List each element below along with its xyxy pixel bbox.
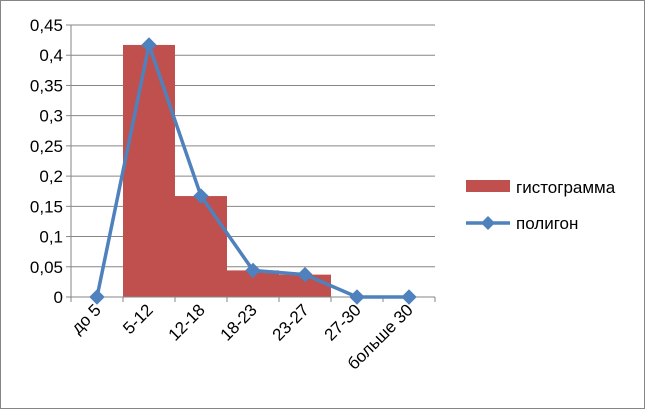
y-tick-label-0-1: 0,1 [39, 228, 63, 247]
legend-swatch-histogram [466, 180, 510, 192]
y-tick-label-0-2: 0,2 [39, 167, 63, 186]
legend: гистограмма полигон [466, 178, 616, 233]
polygon-point-5-12 [141, 37, 157, 53]
polygon-point-18-23 [245, 262, 261, 279]
polygon-point-больше-30 [401, 289, 417, 305]
y-tick-label-0-05: 0,05 [30, 258, 63, 277]
y-tick-labels: 0 0,05 0,1 0,15 0,2 0,25 0,3 0,35 0,4 0,45 [30, 16, 63, 307]
y-tick-label-0-25: 0,25 [30, 137, 63, 156]
legend-label-polygon: полигон [516, 214, 578, 233]
legend-label-histogram: гистограмма [516, 178, 616, 197]
y-tick-label-0-4: 0,4 [39, 46, 63, 65]
y-tick-label-0: 0 [54, 288, 63, 307]
x-tick-label-12-18: 12-18 [165, 300, 209, 344]
polygon-point-12-18 [193, 188, 209, 204]
polygon-point-до-5 [89, 289, 105, 305]
legend-marker-polygon [481, 216, 495, 230]
polygon-series [89, 37, 417, 305]
x-tick-label-18-23: 18-23 [217, 300, 261, 344]
x-tick-label-5-12: 5-12 [119, 300, 156, 337]
histogram-bar-12-18 [175, 196, 227, 297]
x-tick-label-27-30: 27-30 [321, 300, 365, 344]
histogram-bar-5-12 [123, 44, 175, 297]
y-tick-label-0-3: 0,3 [39, 107, 63, 126]
polygon-point-23-27 [297, 266, 313, 283]
histogram-bars [123, 44, 331, 297]
x-tick-label-23-27: 23-27 [269, 300, 313, 344]
grid-lines [66, 24, 435, 298]
y-tick-label-0-15: 0,15 [30, 197, 63, 216]
y-tick-label-0-35: 0,35 [30, 76, 63, 95]
polygon-point-27-30 [349, 289, 365, 305]
x-tick-label-до-5: до 5 [68, 300, 105, 337]
y-tick-label-0-45: 0,45 [30, 16, 63, 35]
